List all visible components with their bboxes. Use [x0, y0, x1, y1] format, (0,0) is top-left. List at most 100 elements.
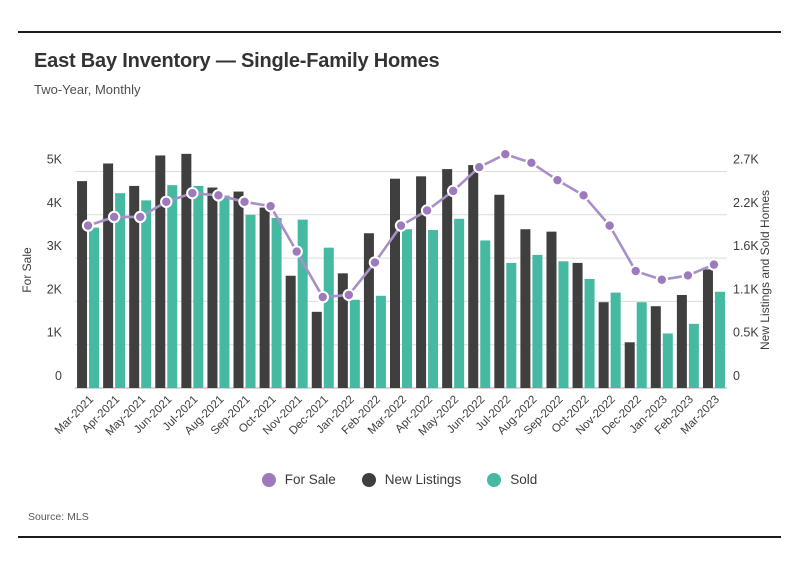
- bar-new-listings[interactable]: [155, 155, 166, 388]
- sold-swatch-icon: [487, 472, 502, 487]
- legend-item-for-sale[interactable]: For Sale: [261, 472, 336, 487]
- for-sale-point[interactable]: [160, 195, 173, 209]
- left-axis-tick-label: 3K: [47, 239, 63, 253]
- for-sale-point[interactable]: [368, 256, 382, 269]
- bar-sold[interactable]: [506, 262, 517, 388]
- bar-sold[interactable]: [714, 291, 725, 388]
- chart-legend: For Sale New Listings Sold: [0, 472, 799, 487]
- legend-label: For Sale: [284, 472, 336, 487]
- bar-sold[interactable]: [584, 278, 595, 388]
- bar-sold[interactable]: [688, 323, 699, 388]
- bar-sold[interactable]: [375, 295, 386, 388]
- bar-sold[interactable]: [610, 292, 621, 388]
- bar-sold[interactable]: [297, 219, 308, 388]
- chart-subtitle: Two-Year, Monthly: [34, 82, 141, 97]
- bar-new-listings[interactable]: [598, 302, 609, 388]
- bar-sold[interactable]: [323, 247, 334, 388]
- for-sale-point[interactable]: [264, 199, 277, 213]
- for-sale-point[interactable]: [473, 160, 486, 174]
- bar-sold[interactable]: [636, 302, 647, 388]
- legend-item-sold[interactable]: Sold: [487, 472, 537, 487]
- chart-title: East Bay Inventory — Single-Family Homes: [34, 50, 440, 72]
- right-axis-tick-label: 2.7K: [733, 153, 759, 167]
- bar-sold[interactable]: [219, 195, 230, 388]
- bar-new-listings[interactable]: [650, 306, 661, 388]
- for-sale-point[interactable]: [551, 173, 564, 187]
- bar-sold[interactable]: [454, 218, 465, 388]
- for-sale-point[interactable]: [655, 273, 668, 286]
- legend-label: Sold: [510, 472, 538, 487]
- left-axis-tick-label: 5K: [47, 153, 63, 167]
- bar-new-listings[interactable]: [676, 294, 687, 388]
- bar-new-listings[interactable]: [702, 269, 713, 388]
- for-sale-point[interactable]: [81, 219, 95, 232]
- bar-sold[interactable]: [193, 185, 204, 388]
- for-sale-point[interactable]: [212, 189, 225, 202]
- for-sale-point[interactable]: [629, 264, 642, 278]
- for-sale-point[interactable]: [681, 269, 695, 282]
- bar-new-listings[interactable]: [390, 178, 400, 388]
- for-sale-point[interactable]: [342, 288, 356, 302]
- for-sale-swatch-icon: [261, 472, 276, 487]
- new-listings-swatch-icon: [361, 472, 376, 487]
- for-sale-point[interactable]: [134, 210, 147, 224]
- bar-sold[interactable]: [141, 200, 152, 388]
- bar-new-listings[interactable]: [233, 191, 244, 388]
- bar-sold[interactable]: [115, 193, 126, 388]
- bottom-rule: [18, 536, 781, 538]
- for-sale-point[interactable]: [499, 147, 512, 161]
- bar-new-listings[interactable]: [129, 185, 140, 388]
- bar-sold[interactable]: [245, 214, 256, 388]
- bar-new-listings[interactable]: [103, 163, 114, 388]
- bar-new-listings[interactable]: [207, 187, 218, 388]
- bar-new-listings[interactable]: [520, 229, 531, 388]
- bar-new-listings[interactable]: [494, 194, 505, 388]
- bar-new-listings[interactable]: [546, 231, 557, 388]
- legend-item-new-listings[interactable]: New Listings: [361, 472, 462, 487]
- bar-new-listings[interactable]: [337, 273, 348, 388]
- left-axis-title: For Sale: [20, 247, 34, 293]
- bar-sold[interactable]: [480, 240, 491, 388]
- for-sale-point[interactable]: [603, 219, 616, 232]
- for-sale-point[interactable]: [577, 189, 590, 202]
- bar-new-listings[interactable]: [77, 181, 88, 388]
- left-axis-tick-label: 0: [55, 369, 62, 383]
- for-sale-point[interactable]: [186, 186, 199, 200]
- right-axis-tick-label: 0.5K: [733, 326, 759, 340]
- bar-new-listings[interactable]: [442, 169, 453, 388]
- bar-sold[interactable]: [271, 218, 282, 388]
- top-rule: [18, 31, 781, 33]
- for-sale-point[interactable]: [525, 156, 538, 170]
- for-sale-point[interactable]: [394, 219, 408, 232]
- left-axis-tick-label: 2K: [47, 282, 63, 296]
- bar-new-listings[interactable]: [311, 311, 322, 388]
- bar-sold[interactable]: [532, 254, 543, 388]
- bar-sold[interactable]: [662, 333, 673, 388]
- bar-new-listings[interactable]: [181, 153, 192, 388]
- bar-sold[interactable]: [89, 227, 100, 388]
- left-axis-tick-label: 4K: [47, 196, 63, 210]
- bar-sold[interactable]: [167, 185, 178, 388]
- bar-new-listings[interactable]: [572, 262, 583, 388]
- bar-sold[interactable]: [558, 261, 569, 388]
- for-sale-point[interactable]: [107, 210, 121, 224]
- bar-sold[interactable]: [428, 230, 439, 388]
- bar-new-listings[interactable]: [285, 275, 296, 388]
- right-axis-tick-label: 0: [733, 369, 740, 383]
- for-sale-point[interactable]: [316, 290, 329, 304]
- for-sale-point[interactable]: [420, 204, 434, 217]
- for-sale-point[interactable]: [446, 184, 460, 198]
- for-sale-point[interactable]: [238, 195, 251, 209]
- bar-sold[interactable]: [349, 299, 360, 388]
- bar-sold[interactable]: [402, 229, 412, 388]
- bar-new-listings[interactable]: [363, 233, 374, 388]
- left-axis-tick-label: 1K: [47, 326, 63, 340]
- bar-new-listings[interactable]: [468, 165, 479, 388]
- for-sale-point[interactable]: [290, 245, 303, 258]
- bar-new-listings[interactable]: [259, 207, 270, 388]
- bar-new-listings[interactable]: [416, 176, 427, 388]
- for-sale-point[interactable]: [707, 258, 721, 271]
- legend-label: New Listings: [384, 472, 462, 487]
- bar-new-listings[interactable]: [624, 342, 635, 388]
